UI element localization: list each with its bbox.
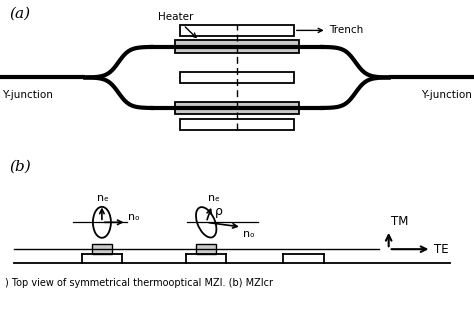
Text: nₒ: nₒ xyxy=(128,212,140,222)
Text: ) Top view of symmetrical thermooptical MZI. (b) MZIcr: ) Top view of symmetrical thermooptical … xyxy=(5,278,273,288)
Text: TM: TM xyxy=(391,215,409,228)
Bar xyxy=(180,24,294,36)
Text: Trench: Trench xyxy=(297,25,364,35)
Text: nₑ: nₑ xyxy=(98,193,109,202)
Text: nₑ: nₑ xyxy=(208,193,219,203)
Text: Y-junction: Y-junction xyxy=(421,91,472,100)
Text: ρ: ρ xyxy=(215,205,223,218)
Bar xyxy=(180,119,294,131)
Bar xyxy=(196,245,216,254)
Bar xyxy=(175,41,299,53)
Text: Y-junction: Y-junction xyxy=(2,91,53,100)
Text: TE: TE xyxy=(434,243,448,256)
Text: Heater: Heater xyxy=(158,12,196,38)
Text: (b): (b) xyxy=(9,159,31,173)
Text: (a): (a) xyxy=(9,7,31,21)
Text: nₒ: nₒ xyxy=(243,229,255,239)
Bar xyxy=(180,72,294,83)
Bar xyxy=(175,101,299,114)
Bar xyxy=(92,245,112,254)
